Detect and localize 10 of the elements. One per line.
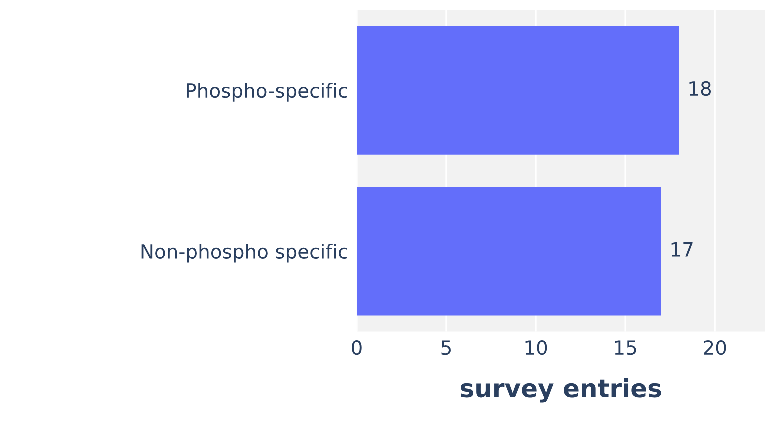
x-tick-label: 20 (704, 340, 726, 356)
data-label: 18 (690, 81, 712, 96)
x-tick-label: 15 (615, 340, 636, 356)
x-tick-label: 0 (352, 340, 362, 356)
y-tick-label: Phospho-specific (187, 83, 348, 102)
x-axis-title: survey entries (461, 378, 662, 403)
data-label: 17 (672, 242, 693, 257)
x-tick-label: 10 (526, 340, 548, 356)
y-tick-label: Non-phospho specific (142, 244, 348, 263)
x-tick-label: 5 (442, 340, 451, 356)
